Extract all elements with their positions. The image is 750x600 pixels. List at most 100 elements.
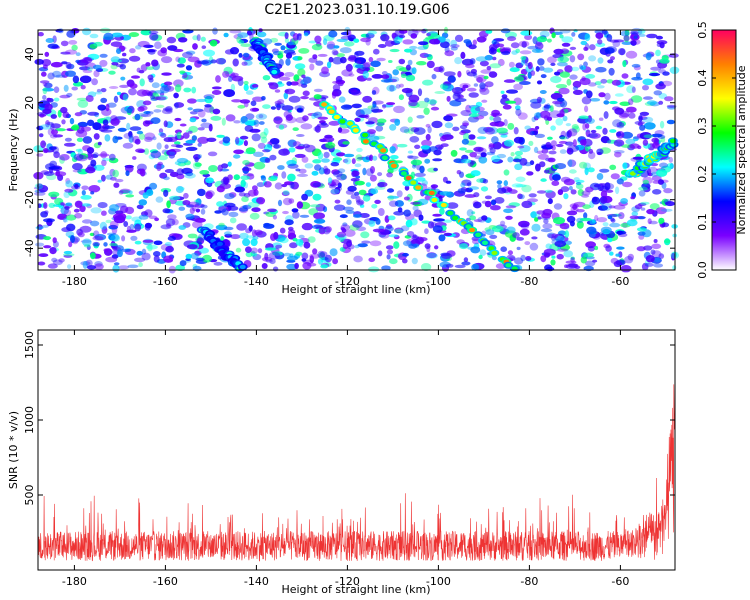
heatmap-cell bbox=[387, 195, 399, 199]
colorbar-tick-label: 0.4 bbox=[696, 69, 709, 87]
heatmap-cell bbox=[423, 107, 430, 115]
heatmap-cell bbox=[44, 51, 50, 57]
heatmap-cell bbox=[57, 109, 62, 118]
heatmap-cell bbox=[473, 201, 482, 209]
heatmap-cell bbox=[52, 237, 57, 244]
heatmap-cell bbox=[381, 74, 390, 79]
heatmap-cell bbox=[289, 242, 298, 249]
heatmap-cell bbox=[611, 79, 622, 86]
heatmap-cell bbox=[320, 122, 328, 126]
heatmap-cell bbox=[366, 77, 372, 81]
heatmap-cell bbox=[551, 145, 556, 151]
heatmap-cell bbox=[148, 30, 159, 35]
heatmap-cell bbox=[452, 92, 461, 101]
heatmap-cell bbox=[224, 233, 233, 238]
heatmap-cell bbox=[138, 70, 145, 74]
heatmap-cell bbox=[591, 196, 600, 205]
heatmap-cell bbox=[59, 154, 70, 161]
heatmap-cell bbox=[48, 191, 60, 198]
heatmap-cell bbox=[395, 65, 405, 70]
heatmap-cell bbox=[638, 190, 646, 197]
heatmap-cell bbox=[252, 84, 259, 88]
heatmap-cell bbox=[550, 75, 562, 84]
heatmap-cell bbox=[51, 257, 58, 263]
heatmap-cell bbox=[183, 192, 189, 199]
heatmap-cell bbox=[43, 245, 52, 249]
heatmap-cell bbox=[431, 120, 443, 129]
heatmap-cell bbox=[309, 204, 321, 208]
heatmap-cell bbox=[79, 225, 92, 233]
snr-x-label: Height of straight line (km) bbox=[281, 583, 430, 596]
heatmap-cell bbox=[77, 231, 85, 238]
heatmap-cell bbox=[274, 89, 281, 93]
heatmap-cell bbox=[252, 236, 259, 240]
heatmap-cell bbox=[142, 100, 152, 106]
heatmap-cell bbox=[400, 225, 410, 232]
heatmap-cell bbox=[543, 248, 556, 256]
heatmap-cell bbox=[238, 40, 245, 45]
heatmap-cell bbox=[407, 155, 419, 160]
heatmap-cell bbox=[38, 253, 49, 257]
heatmap-cell bbox=[189, 111, 198, 115]
heatmap-cell bbox=[215, 75, 221, 83]
heatmap-cell bbox=[103, 242, 108, 247]
heatmap-cell bbox=[132, 156, 137, 160]
colorbar-tick-label: 0.1 bbox=[696, 213, 709, 231]
heatmap-cell bbox=[74, 183, 79, 189]
heatmap-cell bbox=[461, 179, 472, 186]
heatmap-cell bbox=[48, 202, 56, 208]
heatmap-cell bbox=[602, 127, 608, 135]
heatmap-cell bbox=[80, 85, 86, 90]
heatmap-cell bbox=[520, 254, 526, 262]
heatmap-cell bbox=[440, 143, 449, 148]
heatmap-cell bbox=[142, 239, 154, 243]
heatmap-cell bbox=[284, 219, 294, 226]
heatmap-cell bbox=[375, 218, 381, 225]
heatmap-cell bbox=[233, 174, 240, 181]
heatmap-cell bbox=[296, 134, 305, 137]
heatmap-cell bbox=[407, 126, 415, 135]
heatmap-cell bbox=[508, 189, 518, 194]
heatmap-cell bbox=[446, 95, 451, 102]
heatmap-cell bbox=[572, 139, 577, 147]
heatmap-cell bbox=[450, 46, 458, 51]
heatmap-cell bbox=[205, 177, 214, 184]
heatmap-cell bbox=[356, 60, 362, 65]
heatmap-cell bbox=[94, 263, 104, 270]
heatmap-cell bbox=[312, 193, 322, 201]
heatmap-cell bbox=[547, 167, 556, 175]
heatmap-cell bbox=[104, 134, 111, 142]
heatmap-cell bbox=[142, 192, 149, 199]
heatmap-cell bbox=[606, 34, 613, 42]
heatmap-cell bbox=[461, 158, 472, 164]
heatmap-cell bbox=[42, 224, 49, 228]
heatmap-cell bbox=[491, 155, 501, 163]
heatmap-cell bbox=[377, 118, 387, 124]
heatmap-cell bbox=[358, 189, 367, 196]
heatmap-cell bbox=[338, 96, 346, 103]
heatmap-cell bbox=[625, 138, 636, 145]
heatmap-cell bbox=[200, 208, 206, 215]
heatmap-cell bbox=[348, 54, 357, 61]
heatmap-cell bbox=[38, 185, 49, 193]
heatmap-cell bbox=[99, 221, 107, 230]
heatmap-cell bbox=[653, 263, 664, 268]
heatmap-cell bbox=[440, 253, 453, 259]
heatmap-cell bbox=[405, 219, 413, 228]
heatmap-cell bbox=[187, 56, 200, 63]
heatmap-cell bbox=[242, 238, 251, 247]
heatmap-cell bbox=[163, 255, 174, 263]
heatmap-cell bbox=[170, 148, 181, 153]
heatmap-cell bbox=[606, 138, 612, 144]
heatmap-cell bbox=[578, 64, 584, 70]
heatmap-cell bbox=[81, 185, 89, 191]
heatmap-cell bbox=[72, 169, 82, 173]
heatmap-cell bbox=[514, 163, 523, 171]
heatmap-cell bbox=[514, 257, 524, 265]
heatmap-cell bbox=[584, 105, 589, 113]
heatmap-cell bbox=[605, 189, 614, 193]
heatmap-cell bbox=[588, 55, 597, 62]
heatmap-cell bbox=[309, 255, 315, 264]
heatmap-cell bbox=[189, 117, 197, 123]
heatmap-cell bbox=[503, 139, 514, 147]
